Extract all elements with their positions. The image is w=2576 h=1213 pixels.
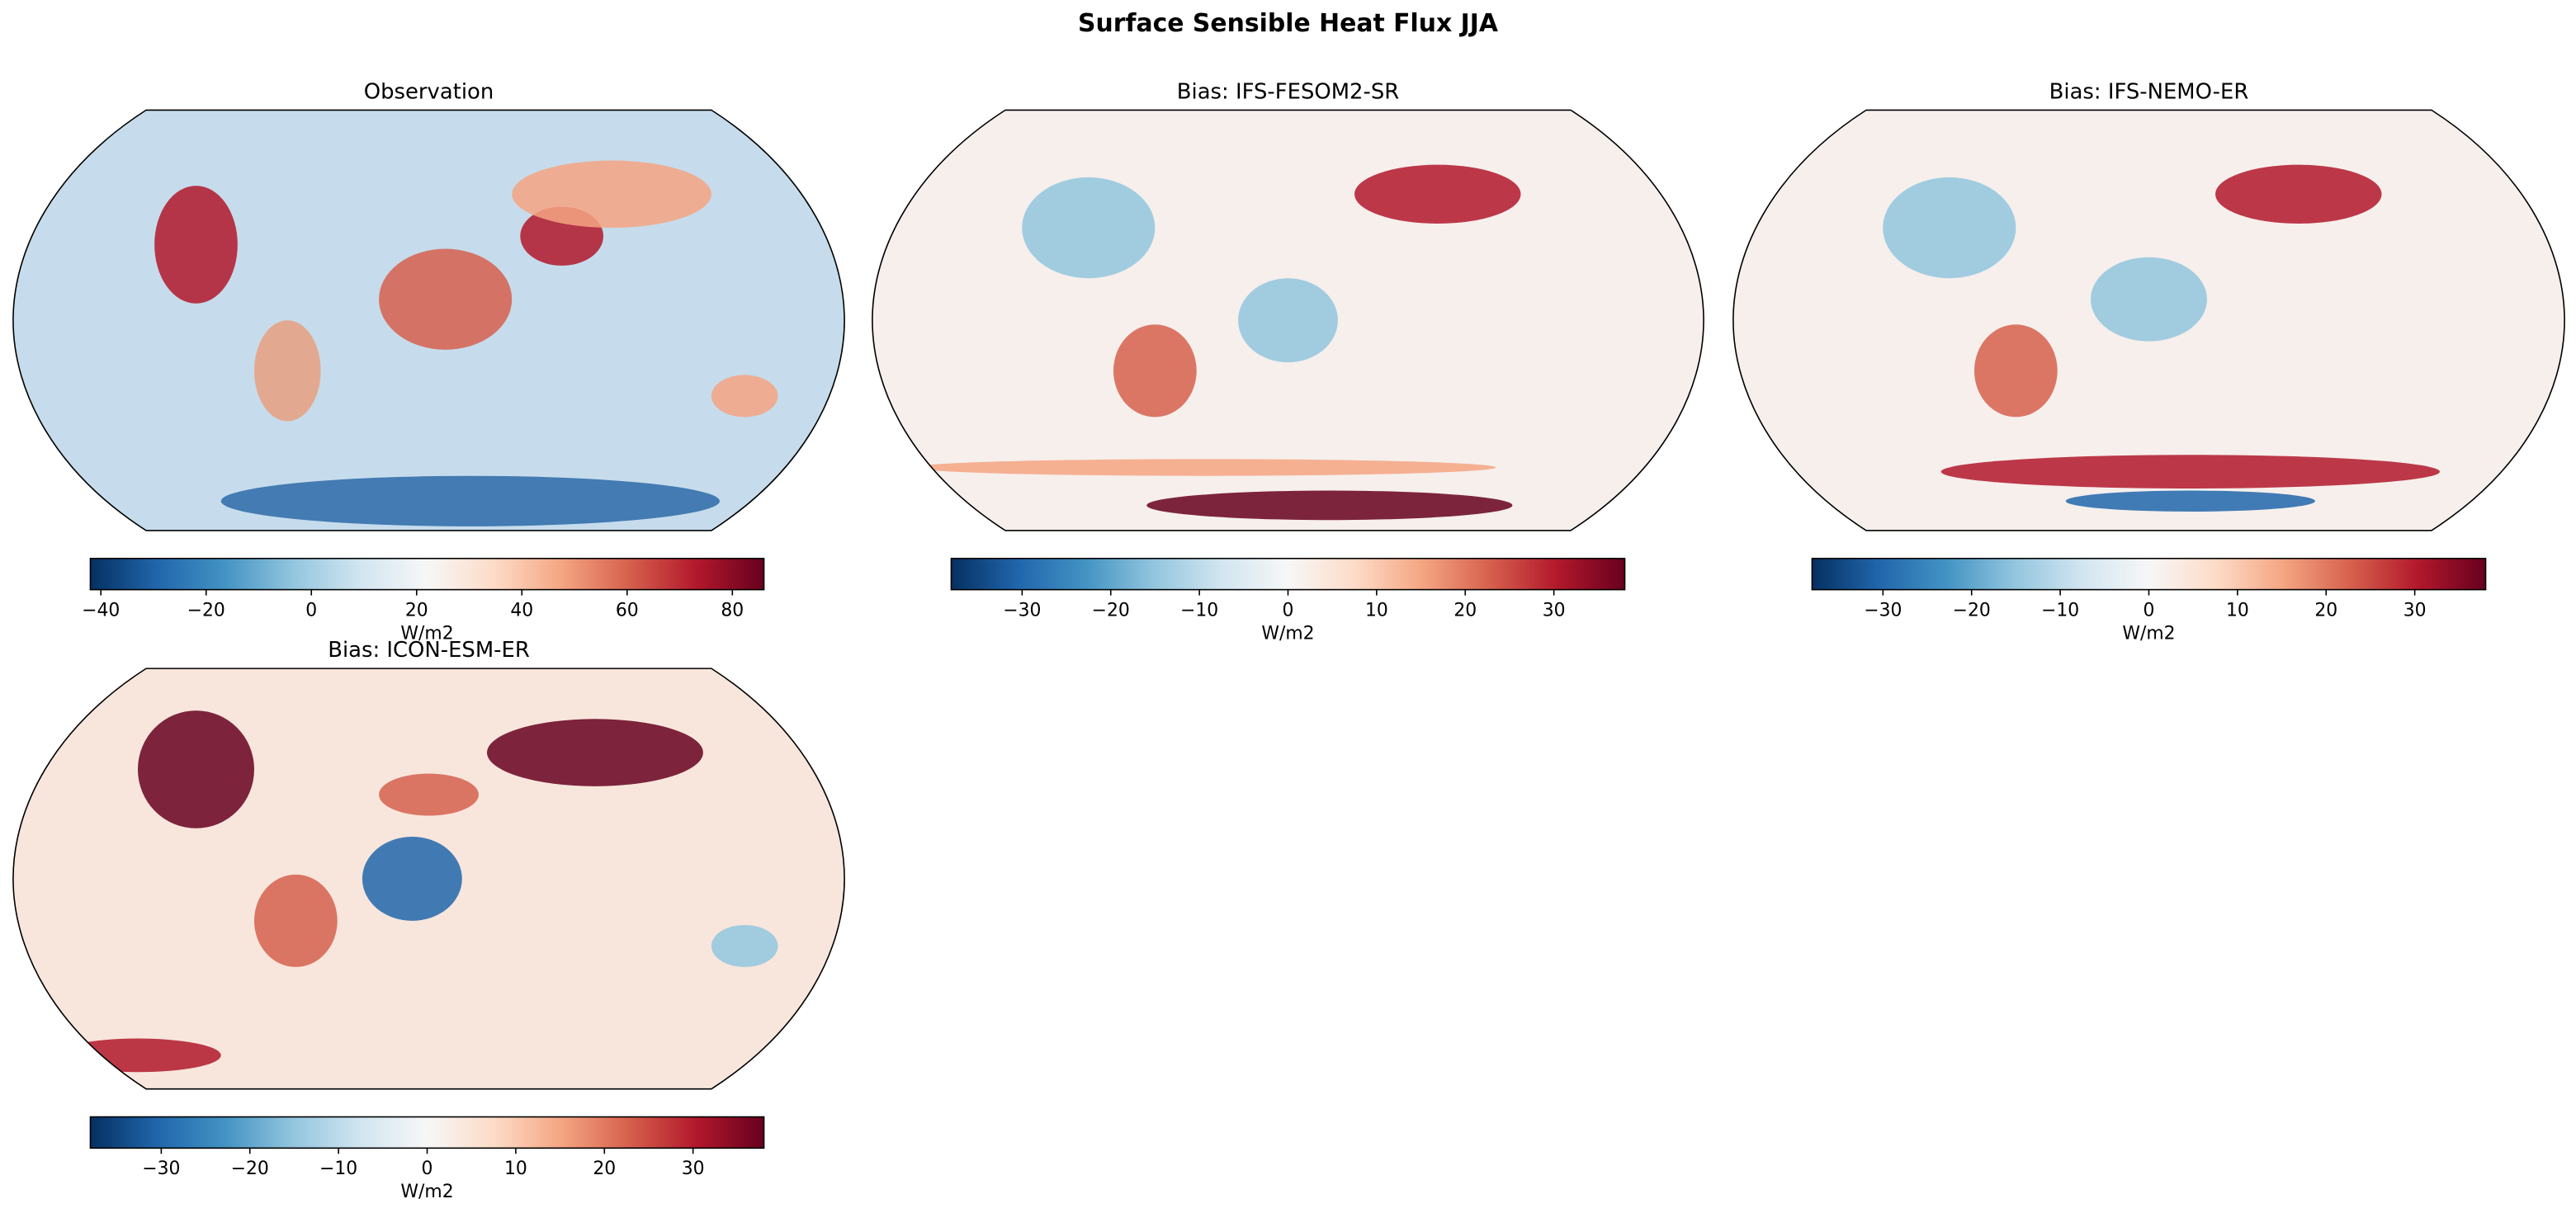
map-field bbox=[711, 375, 778, 418]
tick-label: −30 bbox=[1864, 600, 1902, 621]
map-outline bbox=[1732, 109, 2565, 531]
colorbar-label: W/m2 bbox=[1261, 623, 1314, 644]
panel: Bias: IFS-NEMO-ER −30 −20 −10 0 10 20 30 W/m2 bbox=[1732, 79, 2565, 644]
map-field bbox=[362, 836, 462, 921]
map bbox=[12, 110, 845, 531]
tick-label: −20 bbox=[187, 600, 225, 621]
tick-label: 20 bbox=[593, 1159, 616, 1179]
map-outline bbox=[872, 109, 1704, 531]
map-field bbox=[2090, 257, 2207, 342]
map-field bbox=[154, 186, 238, 304]
map-field bbox=[1113, 324, 1197, 418]
tick-label: 30 bbox=[1543, 600, 1566, 621]
tick-label: 0 bbox=[1283, 600, 1294, 621]
tick-label: −10 bbox=[319, 1159, 357, 1179]
panel-title: Bias: ICON-ESM-ER bbox=[328, 638, 530, 663]
map-field bbox=[379, 248, 513, 350]
map-field bbox=[1354, 164, 1521, 224]
tick-label: −20 bbox=[1953, 600, 1991, 621]
tick-label: −30 bbox=[1003, 600, 1041, 621]
map-field bbox=[2215, 164, 2382, 224]
tick-label: 80 bbox=[721, 600, 744, 621]
map-field bbox=[379, 773, 479, 816]
tick-label: −20 bbox=[231, 1159, 269, 1179]
map-field bbox=[220, 475, 721, 526]
map-field bbox=[1883, 177, 2016, 279]
map-field bbox=[1940, 455, 2440, 489]
map bbox=[872, 110, 1704, 531]
tick-label: 0 bbox=[305, 600, 317, 621]
map-field bbox=[2065, 490, 2315, 512]
tick-label: −40 bbox=[82, 600, 120, 621]
map bbox=[12, 668, 845, 1089]
map-field bbox=[253, 874, 338, 967]
tick-label: 30 bbox=[682, 1159, 705, 1179]
tick-label: 10 bbox=[504, 1159, 527, 1179]
colorbar bbox=[89, 1116, 765, 1149]
tick-label: −10 bbox=[1180, 600, 1218, 621]
map-field bbox=[1022, 177, 1156, 279]
map-field bbox=[253, 320, 321, 422]
map-field bbox=[1146, 490, 1513, 521]
colorbar bbox=[950, 557, 1626, 591]
tick-label: 20 bbox=[1453, 600, 1477, 621]
panel: Bias: IFS-FESOM2-SR −30 −20 −10 0 10 20 30 W/m2 bbox=[872, 79, 1704, 644]
panel: Observation −40 −20 0 20 40 60 80 W/m2 bbox=[12, 79, 845, 644]
map bbox=[1732, 110, 2565, 531]
colorbar-label: W/m2 bbox=[400, 623, 453, 644]
colorbar bbox=[89, 557, 765, 591]
colorbar bbox=[1811, 557, 2487, 591]
tick-label: 20 bbox=[2314, 600, 2337, 621]
colorbar-label: W/m2 bbox=[2122, 623, 2175, 644]
tick-label: −30 bbox=[142, 1159, 180, 1179]
panel: Bias: ICON-ESM-ER −30 −20 −10 0 10 20 30 W/m2 bbox=[12, 638, 845, 1202]
tick-label: 20 bbox=[405, 600, 428, 621]
map-field bbox=[512, 160, 711, 229]
tick-label: −10 bbox=[2041, 600, 2079, 621]
map-field bbox=[54, 1038, 221, 1073]
panel-title: Bias: IFS-FESOM2-SR bbox=[1177, 79, 1399, 104]
tick-label: 60 bbox=[616, 600, 639, 621]
panel-title: Observation bbox=[364, 79, 494, 104]
colorbar-label: W/m2 bbox=[400, 1182, 453, 1202]
map-field bbox=[1973, 324, 2058, 418]
figure-title: Surface Sensible Heat Flux JJA bbox=[1078, 9, 1498, 38]
tick-label: −20 bbox=[1092, 600, 1130, 621]
panel-title: Bias: IFS-NEMO-ER bbox=[2049, 79, 2249, 104]
tick-label: 40 bbox=[510, 600, 533, 621]
tick-label: 10 bbox=[2226, 600, 2249, 621]
map-field bbox=[1238, 278, 1338, 363]
map-field bbox=[711, 924, 778, 967]
map-field bbox=[914, 459, 1496, 476]
map-field bbox=[137, 710, 254, 828]
map-outline bbox=[12, 109, 845, 531]
map-field bbox=[487, 719, 703, 786]
tick-label: 0 bbox=[2144, 600, 2155, 621]
tick-label: 0 bbox=[422, 1159, 433, 1179]
map-outline bbox=[12, 668, 845, 1090]
tick-label: 30 bbox=[2403, 600, 2427, 621]
tick-label: 10 bbox=[1365, 600, 1388, 621]
